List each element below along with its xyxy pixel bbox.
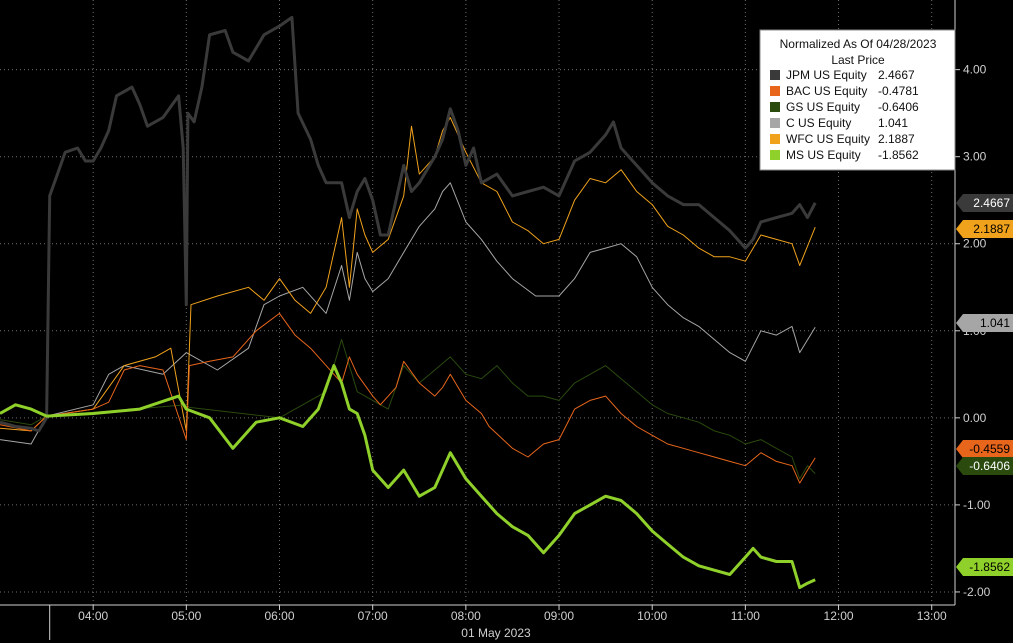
series-line-c [0, 182, 816, 445]
legend: Normalized As Of 04/28/2023 Last Price J… [759, 29, 956, 171]
last-value-tag-jpm: 2.4667 [956, 194, 1013, 212]
last-value-tag-wfc: 2.1887 [956, 220, 1013, 238]
legend-series-name: JPM US Equity [786, 68, 867, 82]
legend-swatch [770, 118, 780, 128]
legend-entry: C US Equity 1.041 [770, 116, 908, 130]
y-tick-label: 3.00 [963, 150, 987, 164]
tag-value: -1.8562 [969, 560, 1010, 574]
legend-series-value: 1.041 [878, 116, 908, 130]
tag-value: -0.4559 [969, 442, 1010, 456]
series-line-ms [0, 364, 816, 590]
x-tick-label: 10:00 [637, 609, 667, 623]
legend-entry: GS US Equity -0.6406 [770, 100, 919, 114]
x-tick-label: 12:00 [824, 609, 854, 623]
tag-shape [956, 220, 1013, 238]
x-date-label: 01 May 2023 [461, 626, 531, 640]
x-tick-label: 13:00 [917, 609, 947, 623]
x-tick-label: 09:00 [544, 609, 574, 623]
x-tick-label: 04:00 [78, 609, 108, 623]
legend-series-value: -1.8562 [878, 148, 919, 162]
y-tick-label: -2.00 [963, 585, 991, 599]
x-tick-label: 11:00 [731, 609, 760, 623]
y-tick-label: 2.00 [963, 237, 987, 251]
legend-series-value: 2.4667 [878, 68, 915, 82]
last-value-tag-ms: -1.8562 [956, 558, 1013, 576]
legend-swatch [770, 70, 780, 80]
last-value-tag-bac: -0.4559 [956, 440, 1013, 458]
legend-subtitle: Last Price [831, 53, 885, 67]
tag-value: 2.4667 [973, 196, 1010, 210]
series-line-bac [0, 312, 816, 484]
y-tick-label: 0.00 [963, 411, 987, 425]
tag-shape [956, 194, 1013, 212]
legend-series-name: BAC US Equity [786, 84, 867, 98]
x-tick-labels: 04:00 05:00 06:00 07:00 08:00 09:00 10:00 11:00… [78, 609, 947, 623]
tag-shape [956, 457, 1013, 475]
last-value-tags: 2.4667 -0.4559 -0.6406 1.041 2.1887 -1.8562 [956, 194, 1013, 576]
legend-series-name: MS US Equity [786, 148, 861, 162]
legend-entry: MS US Equity -1.8562 [770, 148, 919, 162]
legend-series-value: -0.6406 [878, 100, 919, 114]
x-tick-label: 05:00 [171, 609, 201, 623]
legend-box [759, 29, 956, 171]
series-line-wfc [0, 117, 816, 432]
legend-entries: JPM US Equity 2.4667 BAC US Equity -0.4781 G… [770, 68, 919, 162]
tag-shape [956, 558, 1013, 576]
tag-shape [956, 314, 1013, 332]
x-tick-label: 08:00 [451, 609, 481, 623]
legend-swatch [770, 102, 780, 112]
y-tick-labels: -2.00-1.000.001.002.003.004.00 [963, 63, 991, 599]
tag-value: 2.1887 [973, 222, 1010, 236]
series-line-gs [0, 339, 816, 480]
series-line-jpm [0, 15, 817, 433]
last-value-tag-c: 1.041 [956, 314, 1013, 332]
legend-title: Normalized As Of 04/28/2023 [780, 37, 937, 51]
legend-swatch [770, 150, 780, 160]
legend-entry: BAC US Equity -0.4781 [770, 84, 919, 98]
legend-series-name: GS US Equity [786, 100, 860, 114]
tag-value: 1.041 [980, 316, 1010, 330]
x-tick-label: 06:00 [264, 609, 294, 623]
y-tick-label: -1.00 [963, 498, 991, 512]
last-value-tag-gs: -0.6406 [956, 457, 1013, 475]
legend-series-value: -0.4781 [878, 84, 919, 98]
x-tick-label: 07:00 [358, 609, 388, 623]
series-lines [0, 15, 817, 590]
y-tick-label: 4.00 [963, 63, 987, 77]
legend-series-name: C US Equity [786, 116, 851, 130]
legend-swatch [770, 86, 780, 96]
legend-series-name: WFC US Equity [786, 132, 870, 146]
legend-entry: JPM US Equity 2.4667 [770, 68, 915, 82]
tag-value: -0.6406 [969, 459, 1010, 473]
tag-shape [956, 440, 1013, 458]
legend-swatch [770, 134, 780, 144]
legend-series-value: 2.1887 [878, 132, 915, 146]
legend-entry: WFC US Equity 2.1887 [770, 132, 915, 146]
